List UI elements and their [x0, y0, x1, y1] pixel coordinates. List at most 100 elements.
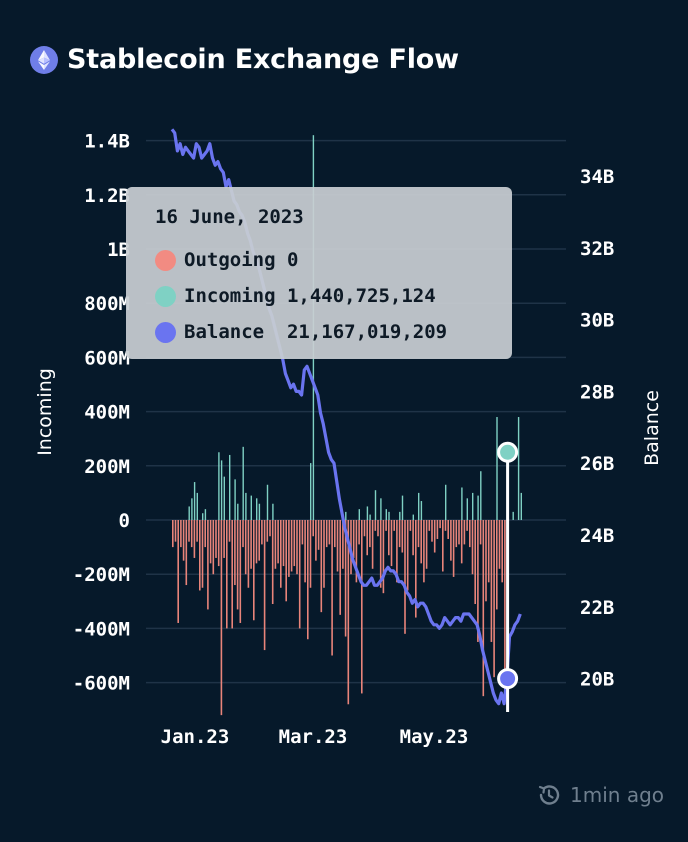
incoming-bar [250, 495, 252, 520]
outgoing-bar [433, 520, 436, 553]
outgoing-bar [277, 520, 279, 564]
outgoing-bar [485, 520, 487, 602]
incoming-bar [477, 495, 479, 520]
incoming-bar [399, 511, 401, 520]
outgoing-bar [188, 520, 190, 542]
outgoing-bar [242, 520, 244, 548]
tooltip-date: 16 June, 2023 [155, 206, 304, 228]
outgoing-bar [393, 520, 395, 531]
incoming-bar [218, 452, 220, 520]
outgoing-bar [450, 520, 452, 561]
left-tick-label: 0 [119, 510, 130, 532]
outgoing-bar [223, 520, 225, 558]
incoming-bar [223, 476, 225, 520]
outgoing-bar [298, 520, 301, 629]
outgoing-bar [361, 520, 363, 694]
outgoing-bar [466, 520, 468, 531]
outgoing-bar [215, 520, 217, 558]
incoming-bar [237, 503, 239, 520]
outgoing-bar [307, 520, 309, 640]
outgoing-bar [293, 520, 296, 567]
tooltip-label: Incoming [184, 285, 276, 307]
outgoing-bar [417, 520, 420, 548]
outgoing-bar [234, 520, 236, 586]
incoming-bar [466, 498, 468, 520]
outgoing-bar [431, 520, 433, 542]
incoming-bar [445, 484, 447, 520]
balance-legend-dot [155, 321, 176, 343]
outgoing-bar [231, 520, 233, 629]
history-clock-icon [538, 785, 560, 805]
outgoing-bar [172, 520, 174, 548]
last-updated-text: 1min ago [570, 783, 664, 807]
outgoing-bar [317, 520, 320, 550]
outgoing-bar [304, 520, 306, 583]
outgoing-bar [212, 520, 215, 575]
incoming-bar [272, 503, 274, 520]
left-tick-label: -600M [73, 673, 130, 695]
incoming-bar [374, 490, 377, 520]
incoming-bar [191, 498, 193, 520]
outgoing-bar [358, 520, 360, 545]
outgoing-bar [336, 520, 339, 572]
tooltip-value: 1,440,725,124 [286, 285, 436, 307]
outgoing-bar [236, 520, 239, 610]
outgoing-bar [190, 520, 193, 548]
outgoing-bar [342, 520, 344, 569]
incoming-bar [366, 506, 369, 520]
incoming-bar [242, 446, 244, 520]
outgoing-bar [439, 520, 441, 529]
incoming-bar [420, 501, 423, 520]
incoming-bar [412, 514, 414, 520]
outgoing-bar [463, 520, 466, 545]
outgoing-bar [487, 520, 490, 583]
left-axis-title: Incoming [34, 368, 56, 456]
outgoing-bar [250, 520, 252, 569]
right-tick-label: 32B [580, 238, 614, 260]
incoming-bar [472, 492, 474, 520]
chart-header: Stablecoin Exchange Flow [30, 44, 459, 75]
incoming-bar [401, 495, 404, 520]
balance-line-series [170, 128, 522, 706]
outgoing-bar [301, 520, 304, 545]
outgoing-bar [369, 520, 371, 548]
left-tick-label: 200M [84, 456, 130, 478]
left-tick-label: 1.4B [84, 131, 130, 153]
outgoing-bar [447, 520, 449, 539]
x-axis-ticks: Jan.23 Mar.23 May.23 [161, 726, 469, 748]
tooltip-row-balance: Balance 21,167,019,209 [155, 314, 512, 350]
outgoing-bar [296, 520, 298, 575]
outgoing-bar [217, 520, 220, 567]
outgoing-bar [280, 520, 282, 588]
outgoing-bar [344, 520, 347, 637]
outgoing-bar [285, 520, 287, 602]
left-axis-ticks: 1.4B 1.2B 1B 800M 600M 400M 200M 0 -200M -400M -60… [73, 131, 130, 695]
outgoing-bar [263, 520, 266, 651]
outgoing-bar [228, 520, 231, 542]
right-tick-label: 28B [580, 381, 614, 403]
outgoing-bar [253, 520, 255, 621]
x-tick-label: Mar.23 [279, 726, 348, 748]
incoming-legend-dot [155, 285, 176, 307]
outgoing-bar [196, 520, 198, 542]
outgoing-bar [174, 520, 177, 542]
outgoing-bar [204, 520, 206, 548]
tooltip-label: Outgoing [184, 249, 276, 271]
incoming-bar [461, 487, 463, 520]
left-tick-label: -200M [73, 564, 130, 586]
outgoing-bar [423, 520, 425, 583]
incoming-bar [310, 463, 312, 520]
outgoing-bar [193, 520, 196, 558]
incoming-bar [266, 484, 269, 520]
outgoing-bar [177, 520, 179, 623]
outgoing-bar [309, 520, 312, 588]
left-tick-label: 1B [107, 239, 130, 261]
incoming-bar [245, 492, 247, 520]
left-tick-label: -400M [73, 618, 130, 640]
last-updated[interactable]: 1min ago [536, 782, 664, 808]
outgoing-bar [255, 520, 258, 564]
outgoing-bar [498, 520, 501, 569]
outgoing-bar [374, 520, 377, 531]
outgoing-bar [382, 520, 385, 594]
